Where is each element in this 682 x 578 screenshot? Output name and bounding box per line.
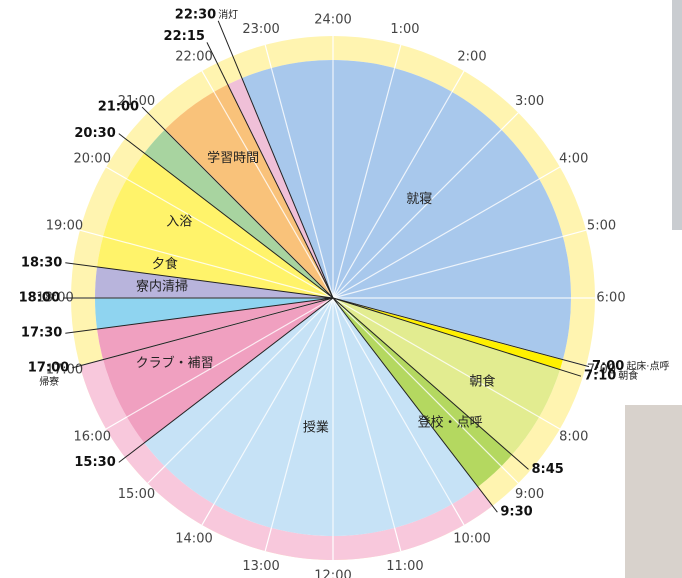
hour-label: 1:00 <box>390 22 419 37</box>
callout-note: 起床·点呼 <box>626 360 669 373</box>
callout-note: 消灯 <box>218 8 238 21</box>
segment-label: 朝食 <box>469 374 495 390</box>
callout-label: 22:30 <box>175 7 216 22</box>
segment-label: 授業 <box>303 419 329 435</box>
segment-label: 学習時間 <box>207 150 259 166</box>
hour-label: 9:00 <box>515 487 544 502</box>
chart: 24:00 1:00 2:00 3:00 4:00 5:00 6:00 7:00 8:00 9:0… <box>0 0 682 578</box>
hour-label: 4:00 <box>559 152 588 167</box>
hour-label: 14:00 <box>175 531 212 546</box>
callout-label: 8:45 <box>531 462 563 477</box>
hour-label: 3:00 <box>515 94 544 109</box>
hour-label: 15:00 <box>118 487 155 502</box>
callout-note: 帰寮 <box>39 375 59 388</box>
segment-label: 登校・点呼 <box>418 415 483 431</box>
segment-label: クラブ・補習 <box>136 355 214 371</box>
callout-label: 9:30 <box>500 505 532 520</box>
hour-label: 20:00 <box>74 152 111 167</box>
callout-label: 17:30 <box>21 326 62 341</box>
hour-label: 12:00 <box>314 569 351 578</box>
photo <box>672 0 682 230</box>
callout-label: 20:30 <box>74 126 115 141</box>
photo <box>625 405 682 578</box>
hour-label: 2:00 <box>457 50 486 65</box>
hour-label: 24:00 <box>314 13 351 28</box>
hour-label: 16:00 <box>74 430 111 445</box>
hour-label: 19:00 <box>46 219 83 234</box>
hour-label: 8:00 <box>559 430 588 445</box>
callout-label: 7:00 <box>592 359 624 374</box>
hour-label: 23:00 <box>242 22 279 37</box>
callout-label: 15:30 <box>74 455 115 470</box>
segment-label: 就寝 <box>406 191 432 207</box>
callout-label: 18:00 <box>19 291 60 306</box>
callout-label: 17:00 <box>28 360 69 375</box>
hour-label: 6:00 <box>596 291 625 306</box>
segment-label: 寮内清掃 <box>136 278 188 294</box>
hour-label: 10:00 <box>453 531 490 546</box>
hour-label: 22:00 <box>175 50 212 65</box>
callout-label: 21:00 <box>98 100 139 115</box>
hour-label: 5:00 <box>587 219 616 234</box>
hour-label: 11:00 <box>386 559 423 574</box>
callout-label: 22:15 <box>164 29 205 44</box>
segment-label: 夕食 <box>152 256 178 272</box>
segment-label: 入浴 <box>166 215 192 230</box>
hour-label: 13:00 <box>242 559 279 574</box>
callout-label: 18:30 <box>21 255 62 270</box>
